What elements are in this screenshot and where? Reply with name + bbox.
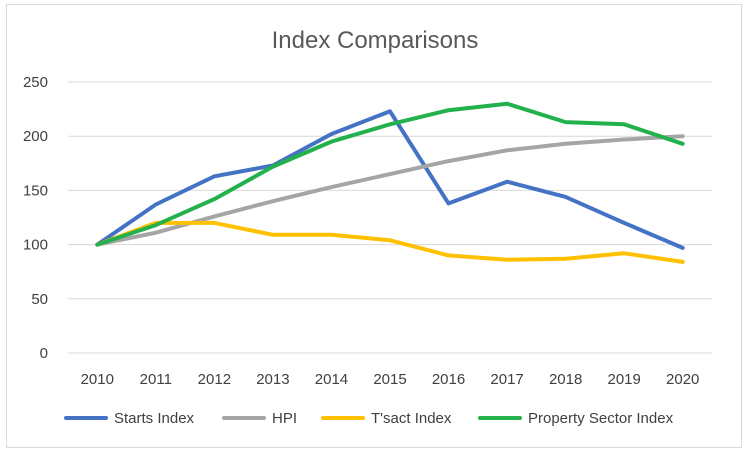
- legend-label: T'sact Index: [371, 410, 452, 427]
- x-tick-label: 2016: [432, 371, 465, 388]
- x-tick-label: 2019: [607, 371, 640, 388]
- y-tick-label: 50: [31, 291, 48, 308]
- x-tick-label: 2010: [81, 371, 114, 388]
- y-tick-label: 200: [23, 128, 48, 145]
- x-tick-label: 2012: [198, 371, 231, 388]
- chart-frame: [6, 4, 742, 448]
- y-axis-ticks: 0 50 100 150 200 250: [23, 74, 48, 362]
- x-tick-label: 2011: [140, 371, 172, 388]
- y-tick-label: 0: [40, 345, 48, 362]
- series-line: [95, 220, 685, 264]
- x-tick-label: 2018: [549, 371, 582, 388]
- y-tick-label: 150: [23, 182, 48, 199]
- x-tick-label: 2020: [666, 371, 699, 388]
- x-axis-ticks: 2010 2011 2012 2013 2014 2015 2016 2017 2018 2019…: [81, 371, 700, 388]
- legend: Starts Index HPI T'sact Index Property Sect…: [64, 410, 674, 427]
- legend-label: HPI: [272, 410, 297, 427]
- chart-title: Index Comparisons: [272, 27, 479, 54]
- series-lines: [95, 101, 685, 264]
- x-tick-label: 2015: [373, 371, 406, 388]
- x-tick-label: 2013: [256, 371, 289, 388]
- grid-lines: [68, 81, 712, 354]
- legend-label: Starts Index: [114, 410, 195, 427]
- x-tick-label: 2017: [490, 371, 523, 388]
- series-line: [95, 109, 685, 250]
- y-tick-label: 250: [23, 74, 48, 91]
- x-tick-label: 2014: [315, 371, 348, 388]
- series-line: [95, 101, 685, 247]
- y-tick-label: 100: [23, 237, 48, 254]
- legend-label: Property Sector Index: [528, 410, 674, 427]
